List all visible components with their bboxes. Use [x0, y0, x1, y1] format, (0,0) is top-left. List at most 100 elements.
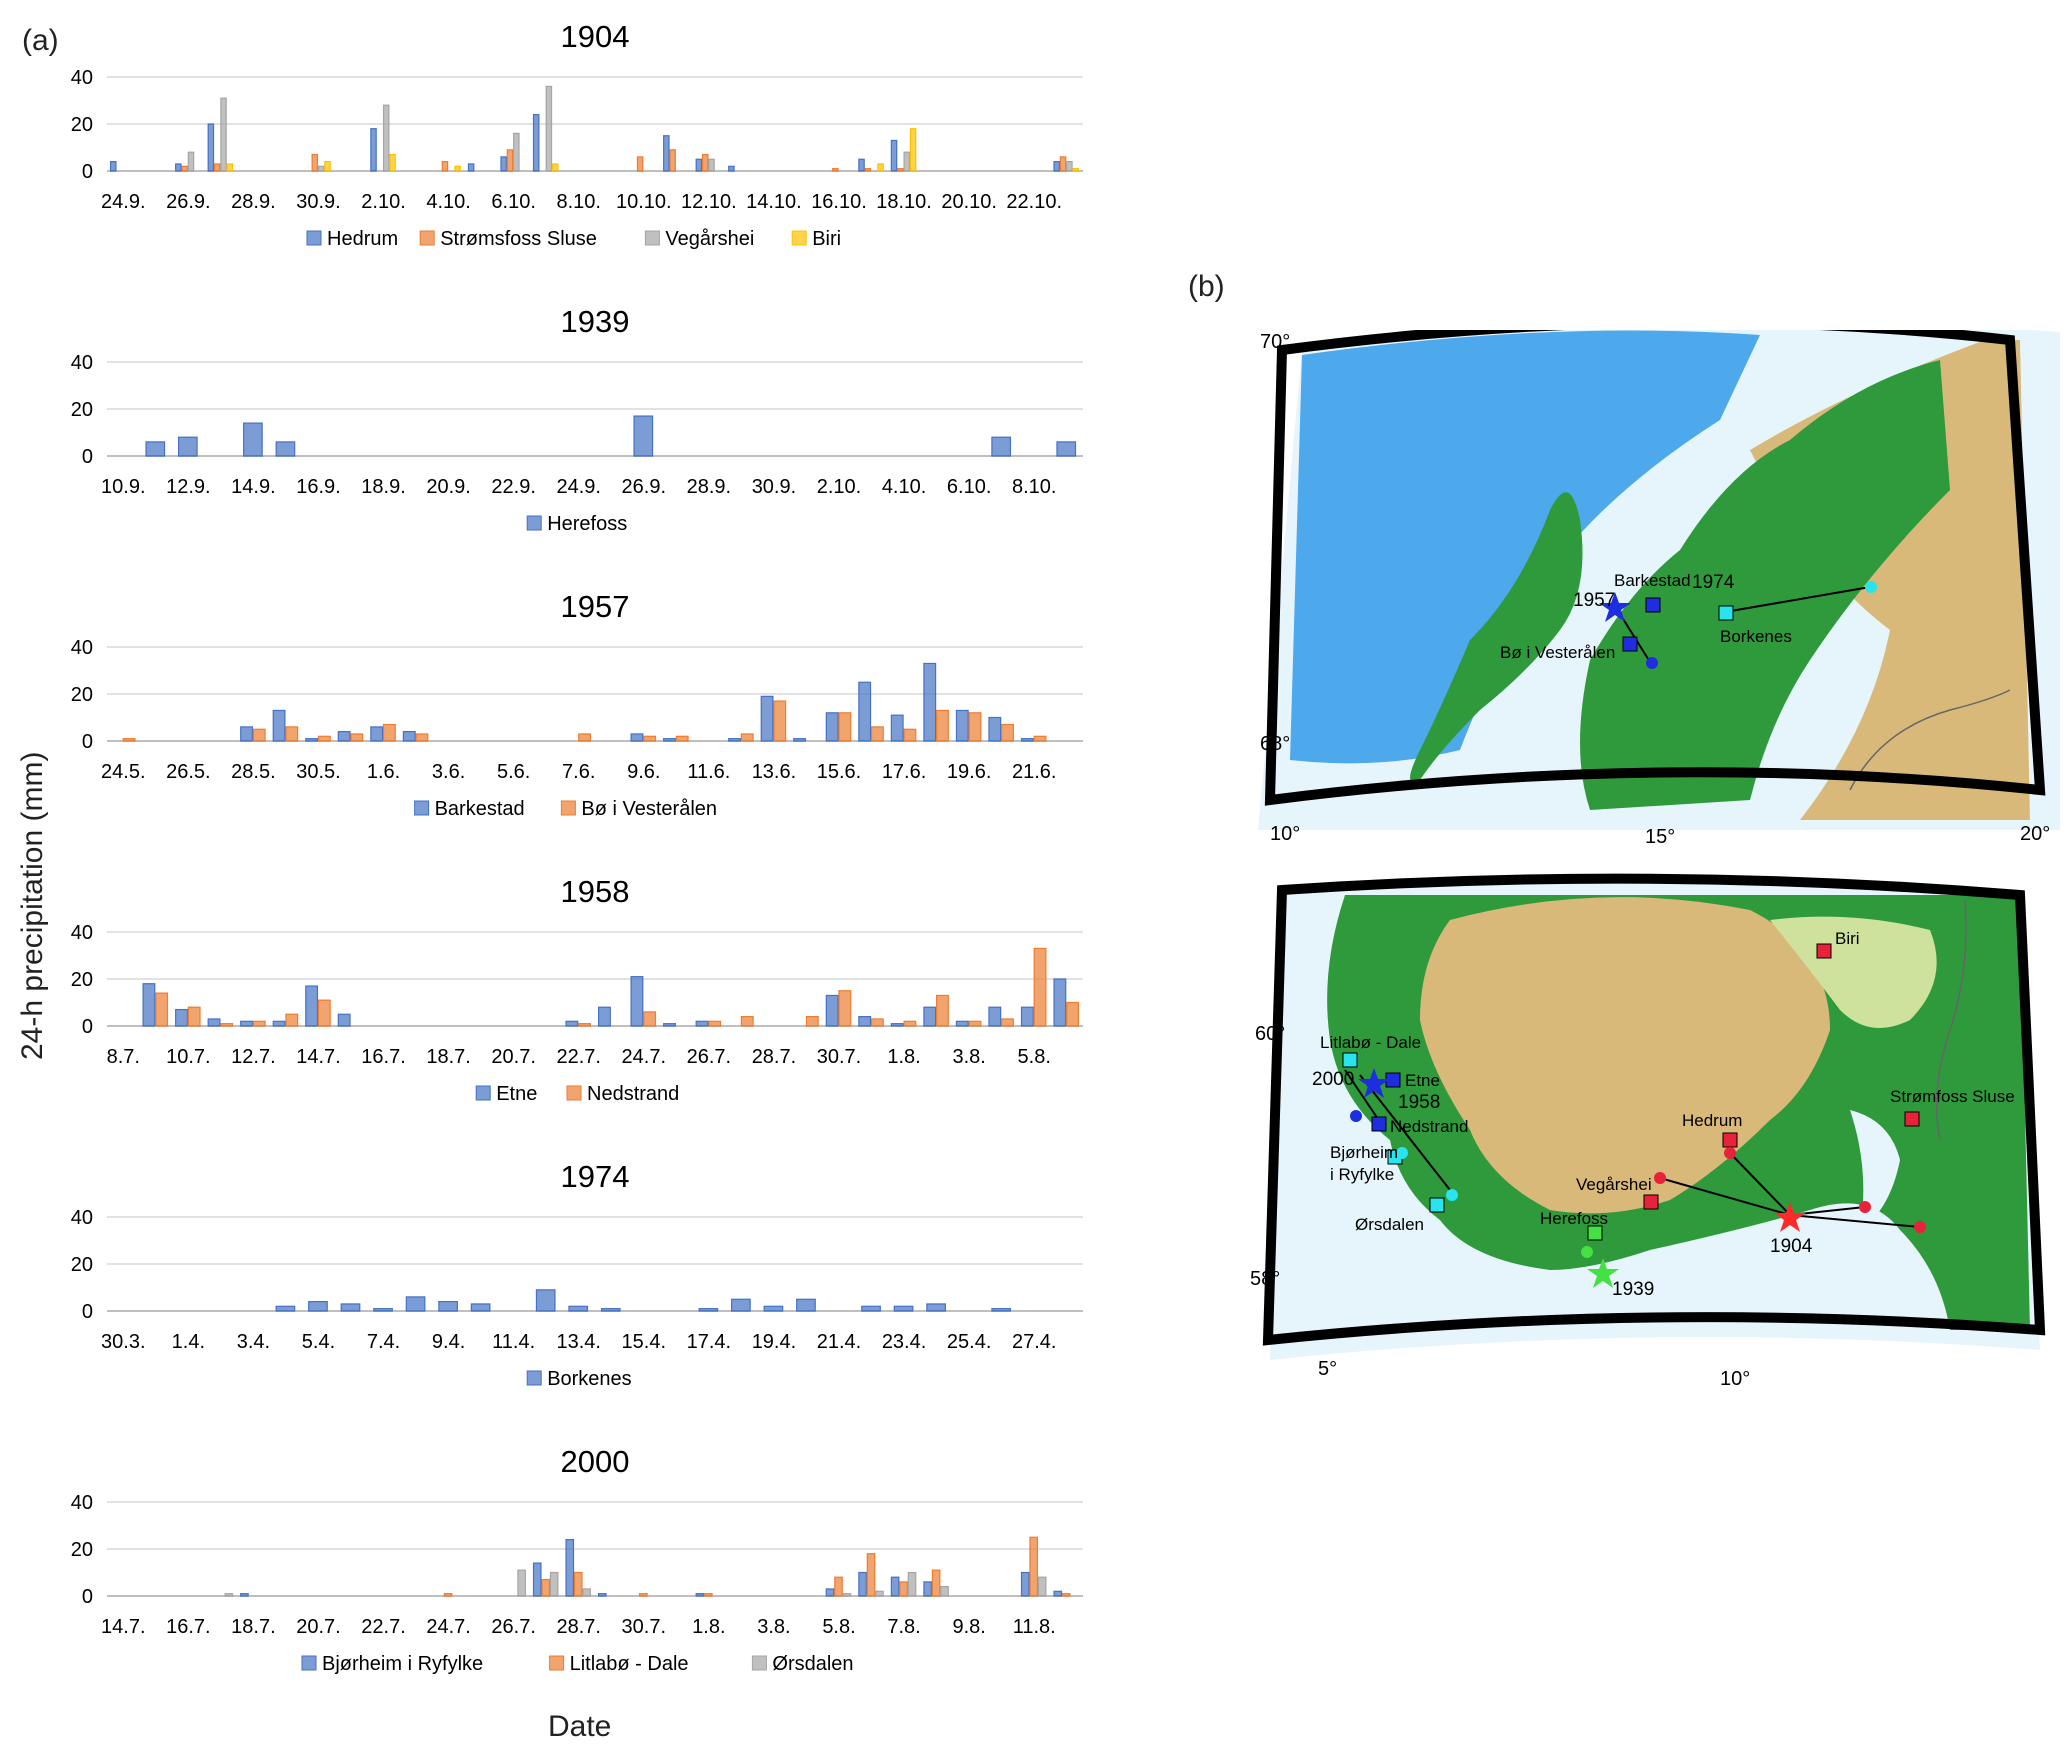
- chart-1974-bar-Borkenes-24.4.: [926, 1303, 946, 1312]
- chart-1957-legend-swatch-Barkestad: [414, 800, 430, 816]
- chart-1904-bar-Biri-7.10.: [551, 163, 559, 172]
- chart-1957-xtick-3.6.: 3.6.: [432, 761, 465, 783]
- chart-1904-bar-Biri-18.10.: [909, 128, 917, 172]
- chart-1904-legend-swatch-Vegårshei: [644, 230, 660, 246]
- chart-1974-bar-Borkenes-4.4.: [275, 1305, 296, 1312]
- chart-1904-bar-Hedrum-24.9.: [109, 161, 117, 172]
- chart-1958-bar-Etne-26.7.: [695, 1020, 709, 1027]
- chart-1974-xtick-15.4.: 15.4.: [622, 1331, 666, 1353]
- rain-max-1974: [1865, 581, 1877, 593]
- station-marker-hedrum: [1722, 1132, 1738, 1148]
- chart-1957-xtick-26.5.: 26.5.: [166, 761, 210, 783]
- chart-1904-bar-Vegårshei-26.9.: [187, 151, 195, 172]
- chart-1904-bar-Biri-17.10.: [877, 163, 884, 172]
- chart-1974-xtick-11.4.: 11.4.: [492, 1331, 535, 1353]
- chart-2000-bar-Bjørheim i Ryfylke-11.8.: [1020, 1571, 1030, 1597]
- chart-1958-bar-Etne-11.7.: [207, 1018, 221, 1027]
- rain-max-2000: [1396, 1147, 1408, 1159]
- chart-2000-bar-Ørsdalen-11.8.: [1037, 1576, 1047, 1597]
- chart-1957-bar-Barkestad-21.6.: [1020, 738, 1034, 742]
- chart-1957-bar-Bø i Vesterålen-18.6.: [935, 709, 949, 742]
- chart-1958-bar-Etne-6.8.: [1053, 978, 1067, 1027]
- station-marker-orsdalen: [1429, 1197, 1445, 1213]
- chart-1957-xtick-17.6.: 17.6.: [882, 761, 926, 783]
- chart-2000-ytick-40: 40: [71, 1492, 93, 1514]
- chart-2000-bar-Bjørheim i Ryfylke-5.8.: [825, 1588, 835, 1597]
- chart-2000-xtick-3.8.: 3.8.: [757, 1616, 790, 1638]
- chart-1957-bar-Barkestad-30.5.: [305, 738, 319, 742]
- chart-1904-bar-Hedrum-13.10.: [728, 165, 735, 172]
- chart-2000-bar-Bjørheim i Ryfylke-18.7.: [240, 1593, 249, 1597]
- chart-2000-legend-label-Ørsdalen: Ørsdalen: [772, 1653, 853, 1675]
- chart-1958-bar-Nedstrand-6.8.: [1066, 1001, 1080, 1027]
- chart-1957-bar-Bø i Vesterålen-16.6.: [870, 726, 884, 742]
- chart-1904-legend-swatch-Hedrum: [306, 230, 322, 246]
- chart-2000-xtick-11.8.: 11.8.: [1013, 1616, 1056, 1638]
- chart-1974-bar-Borkenes-17.4.: [698, 1308, 719, 1312]
- chart-1958-bar-Etne-13.7.: [272, 1020, 286, 1027]
- chart-1958-legend-label-Nedstrand: Nedstrand: [587, 1083, 679, 1105]
- chart-1939-xtick-16.9.: 16.9.: [296, 476, 340, 498]
- station-marker-barkestad: [1645, 597, 1661, 613]
- chart-1974-xtick-13.4.: 13.4.: [556, 1331, 600, 1353]
- chart-1958-xtick-8.7.: 8.7.: [107, 1046, 140, 1068]
- chart-2000-bar-Litlabø - Dale-28.7.: [573, 1571, 583, 1597]
- chart-1904-bar-Hedrum-5.10.: [467, 163, 475, 172]
- chart-1904-xtick-30.9.: 30.9.: [296, 191, 340, 213]
- chart-1904-bar-Strømsfoss Sluse-30.9.: [311, 153, 319, 172]
- chart-1957-bar-Barkestad-12.6.: [728, 738, 741, 742]
- chart-1957-xtick-9.6.: 9.6.: [627, 761, 660, 783]
- chart-2000-title: 2000: [561, 1444, 630, 1479]
- chart-2000-bar-Litlabø - Dale-27.7.: [541, 1578, 551, 1597]
- chart-1957-xtick-15.6.: 15.6.: [817, 761, 861, 783]
- chart-2000-xtick-26.7.: 26.7.: [491, 1616, 535, 1638]
- chart-1904-xtick-2.10.: 2.10.: [361, 191, 405, 213]
- chart-1974-bar-Borkenes-19.4.: [763, 1305, 784, 1312]
- chart-1904-bar-Hedrum-18.10.: [890, 139, 898, 172]
- chart-2000-xtick-20.7.: 20.7.: [296, 1616, 340, 1638]
- north-map: 70° 68° 10° 15° 20° 1957 1974 Barkestad …: [1258, 330, 2060, 848]
- chart-1957-bar-Barkestad-9.6.: [630, 733, 644, 742]
- station-label-biri: Biri: [1835, 929, 1860, 948]
- chart-1958-xtick-22.7.: 22.7.: [556, 1046, 600, 1068]
- station-label-orsdalen: Ørsdalen: [1355, 1215, 1424, 1234]
- chart-1958-xtick-26.7.: 26.7.: [687, 1046, 731, 1068]
- station-label-bo-i-vesteralen: Bø i Vesterålen: [1500, 643, 1615, 662]
- chart-1939-legend-swatch-Herefoss: [526, 515, 542, 531]
- chart-1958-xtick-20.7.: 20.7.: [491, 1046, 535, 1068]
- chart-1904-xtick-6.10.: 6.10.: [491, 191, 535, 213]
- chart-1957-title: 1957: [561, 589, 630, 624]
- chart-1939-xtick-28.9.: 28.9.: [687, 476, 731, 498]
- chart-2000-bar-Litlabø - Dale-1.8.: [704, 1593, 713, 1597]
- south-map: 60° 58° 5° 10° Biri Litlabø - Da: [1250, 873, 2046, 1390]
- chart-1958-bar-Etne-23.7.: [597, 1006, 611, 1027]
- chart-2000-legend-label-Litlabø - Dale: Litlabø - Dale: [570, 1653, 689, 1675]
- rain-max-2000-b: [1446, 1189, 1458, 1201]
- chart-2000-bar-Litlabø - Dale-5.8.: [834, 1576, 843, 1597]
- chart-1958-xtick-10.7.: 10.7.: [166, 1046, 210, 1068]
- chart-1904-bar-Biri-27.9.: [226, 163, 234, 172]
- chart-1974-bar-Borkenes-5.4.: [308, 1300, 328, 1312]
- chart-2000-ytick-20: 20: [71, 1539, 93, 1561]
- chart-2000-bar-Ørsdalen-7.8.: [907, 1571, 917, 1597]
- chart-1904-legend-label-Vegårshei: Vegårshei: [665, 228, 754, 250]
- chart-2000-bar-Litlabø - Dale-12.8.: [1061, 1593, 1071, 1597]
- chart-1974-xtick-21.4.: 21.4.: [817, 1331, 861, 1353]
- chart-1904-xtick-28.9.: 28.9.: [231, 191, 275, 213]
- chart-1904-bar-Hedrum-11.10.: [663, 135, 670, 172]
- chart-1974-title: 1974: [561, 1159, 630, 1194]
- chart-1957-bar-Bø i Vesterålen-7.6.: [578, 733, 592, 742]
- lat-label-58: 58°: [1250, 1268, 1280, 1290]
- chart-1904-bar-Vegårshei-23.10.: [1066, 161, 1073, 172]
- chart-1957-bar-Bø i Vesterålen-9.6.: [643, 735, 657, 742]
- chart-1904-xtick-12.10.: 12.10.: [681, 191, 737, 213]
- chart-1939-bar-Herefoss-14.9.: [243, 422, 263, 457]
- chart-1958-bar-Etne-31.7.: [858, 1015, 872, 1027]
- chart-1957-bar-Bø i Vesterålen-28.5.: [252, 728, 266, 742]
- chart-1904-bar-Vegårshei-12.10.: [708, 158, 715, 172]
- chart-1957-ytick-0: 0: [82, 731, 93, 753]
- chart-1958-bar-Nedstrand-26.7.: [708, 1020, 722, 1027]
- event-label-1904: 1904: [1770, 1236, 1813, 1257]
- chart-1958-xtick-16.7.: 16.7.: [361, 1046, 405, 1068]
- chart-1958-bar-Nedstrand-29.7.: [805, 1015, 819, 1027]
